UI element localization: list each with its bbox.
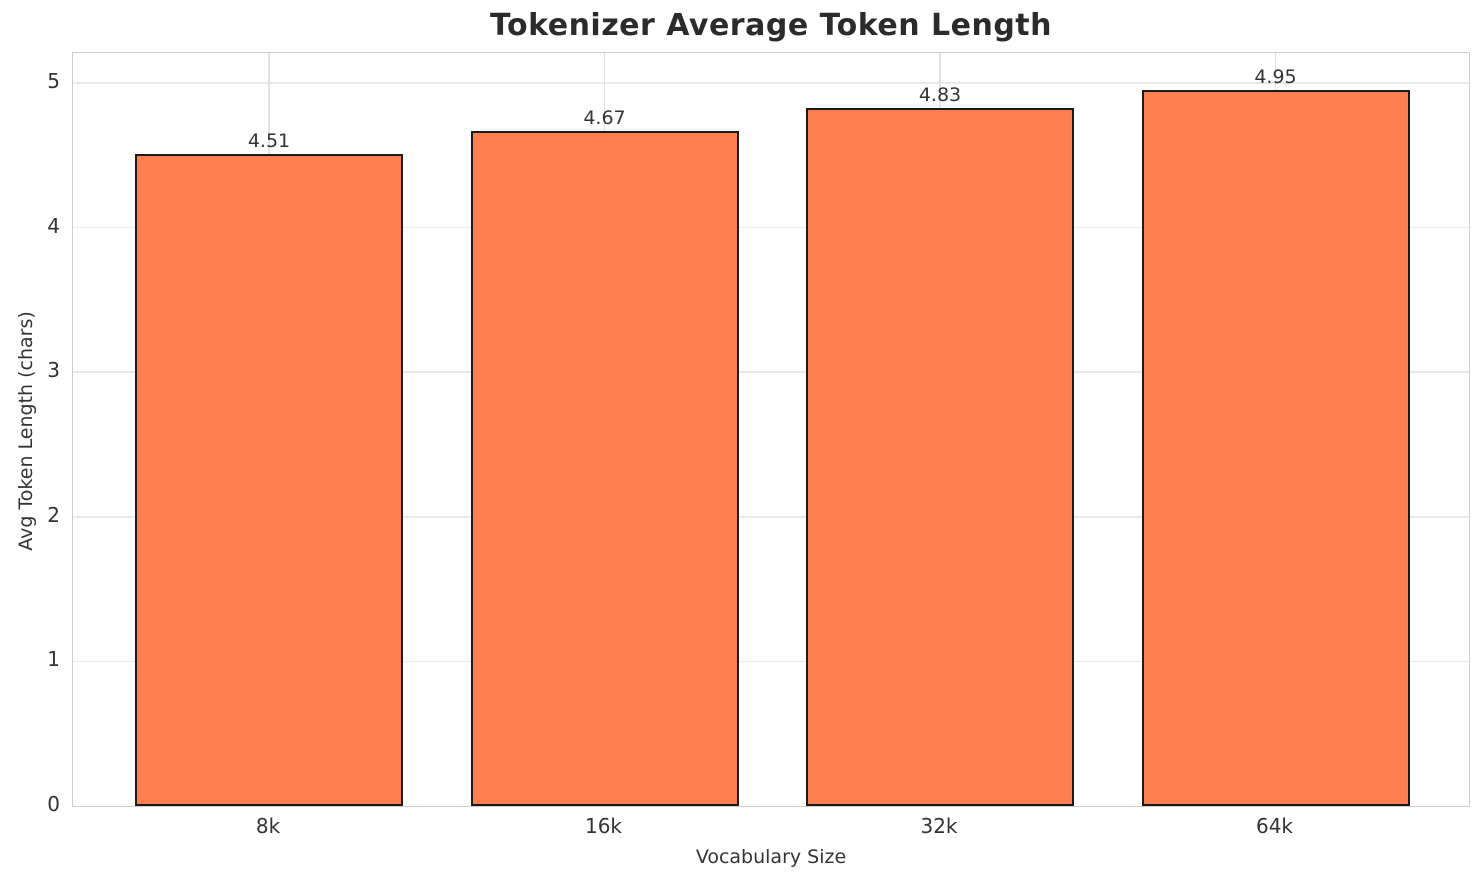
horizontal-gridline [73,660,1469,663]
y-tick-label: 1 [47,647,60,672]
bar-64k [1141,90,1410,806]
bar-32k [806,107,1074,806]
y-tick-label: 0 [47,792,60,816]
bar-value-label: 4.95 [1254,66,1297,89]
y-tick-label: 4 [47,213,60,238]
x-tick-label: 64k [1255,814,1294,838]
horizontal-gridline [73,226,1469,229]
horizontal-gridline [73,371,1469,373]
x-axis-label: Vocabulary Size [695,846,847,868]
bar-16k [470,130,739,806]
bar-value-label: 4.83 [918,83,962,106]
bar-value-label: 4.51 [247,129,291,152]
chart-title: Tokenizer Average Token Length [489,8,1052,43]
horizontal-gridline [73,82,1469,84]
y-tick-label: 5 [47,68,60,93]
y-tick-label: 2 [47,502,60,527]
bar-8k [135,153,403,806]
bar-value-label: 4.67 [583,106,626,129]
horizontal-gridline [73,516,1469,518]
x-tick-label: 32k [920,814,958,838]
x-tick-label: 16k [584,814,623,838]
plot-area: 4.51 4.67 4.83 4.95 [72,52,1470,807]
x-tick-label: 8k [255,814,281,838]
y-tick-label: 3 [47,358,60,383]
